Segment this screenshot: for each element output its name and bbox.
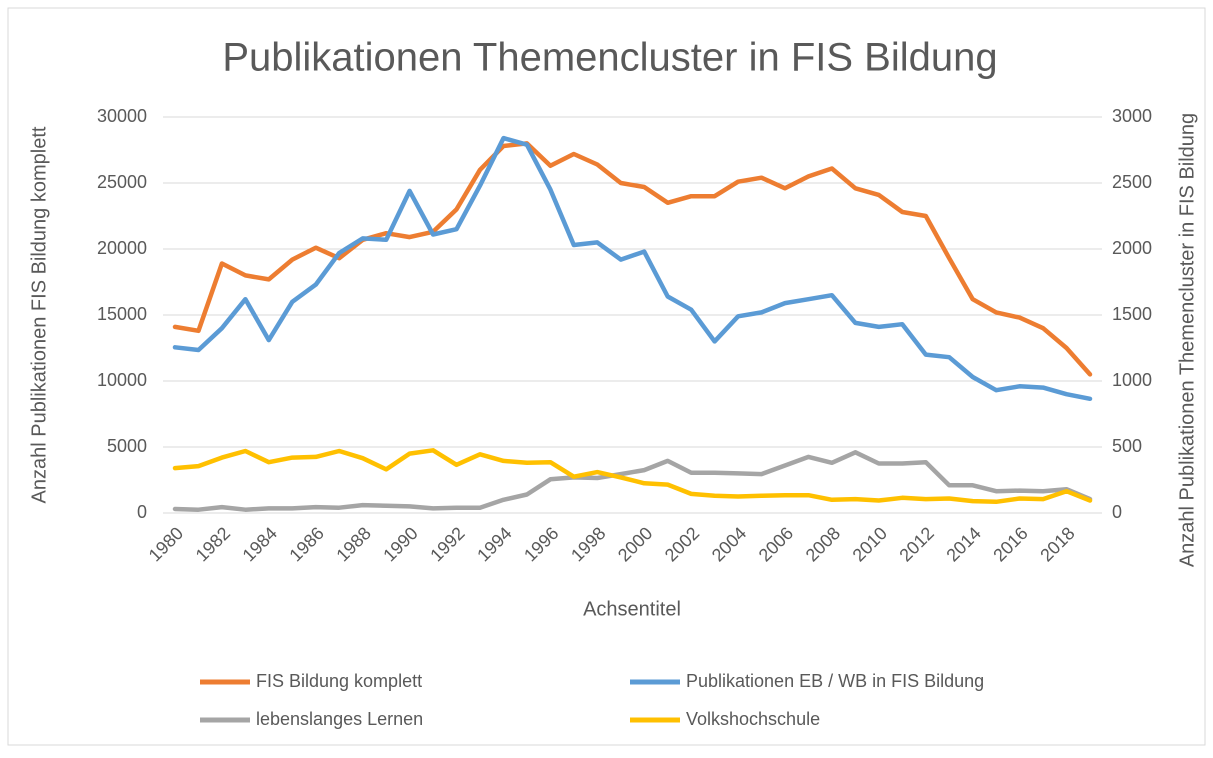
legend-label: Volkshochschule: [686, 709, 820, 729]
series-line: [172, 135, 1093, 402]
series-line: [172, 141, 1093, 377]
y-tick-label: 15000: [97, 304, 147, 324]
y2-tick-label: 2500: [1112, 172, 1152, 192]
y2-tick-label: 1500: [1112, 304, 1152, 324]
y2-axis-title: Anzahl Publikationen Themencluster in FI…: [1176, 113, 1198, 567]
legend-label: FIS Bildung komplett: [256, 671, 422, 691]
chart-title: Publikationen Themencluster in FIS Bildu…: [222, 36, 997, 80]
y-tick-label: 25000: [97, 172, 147, 192]
legend-label: Publikationen EB / WB in FIS Bildung: [686, 671, 984, 691]
y2-tick-label: 1000: [1112, 370, 1152, 390]
y-tick-label: 0: [137, 502, 147, 522]
y2-tick-label: 0: [1112, 502, 1122, 522]
y2-tick-label: 3000: [1112, 106, 1152, 126]
series-line: [172, 450, 1093, 512]
y2-tick-label: 2000: [1112, 238, 1152, 258]
y-tick-label: 5000: [107, 436, 147, 456]
y-tick-label: 30000: [97, 106, 147, 126]
y-tick-label: 10000: [97, 370, 147, 390]
chart-border: [7, 7, 1206, 746]
y2-tick-label: 500: [1112, 436, 1142, 456]
legend-label: lebenslanges Lernen: [256, 709, 423, 729]
x-axis-title: Achsentitel: [583, 598, 681, 620]
series-line: [172, 448, 1093, 505]
y-tick-label: 20000: [97, 238, 147, 258]
y-axis-title: Anzahl Publikationen FIS Bildung komplet…: [28, 126, 50, 503]
